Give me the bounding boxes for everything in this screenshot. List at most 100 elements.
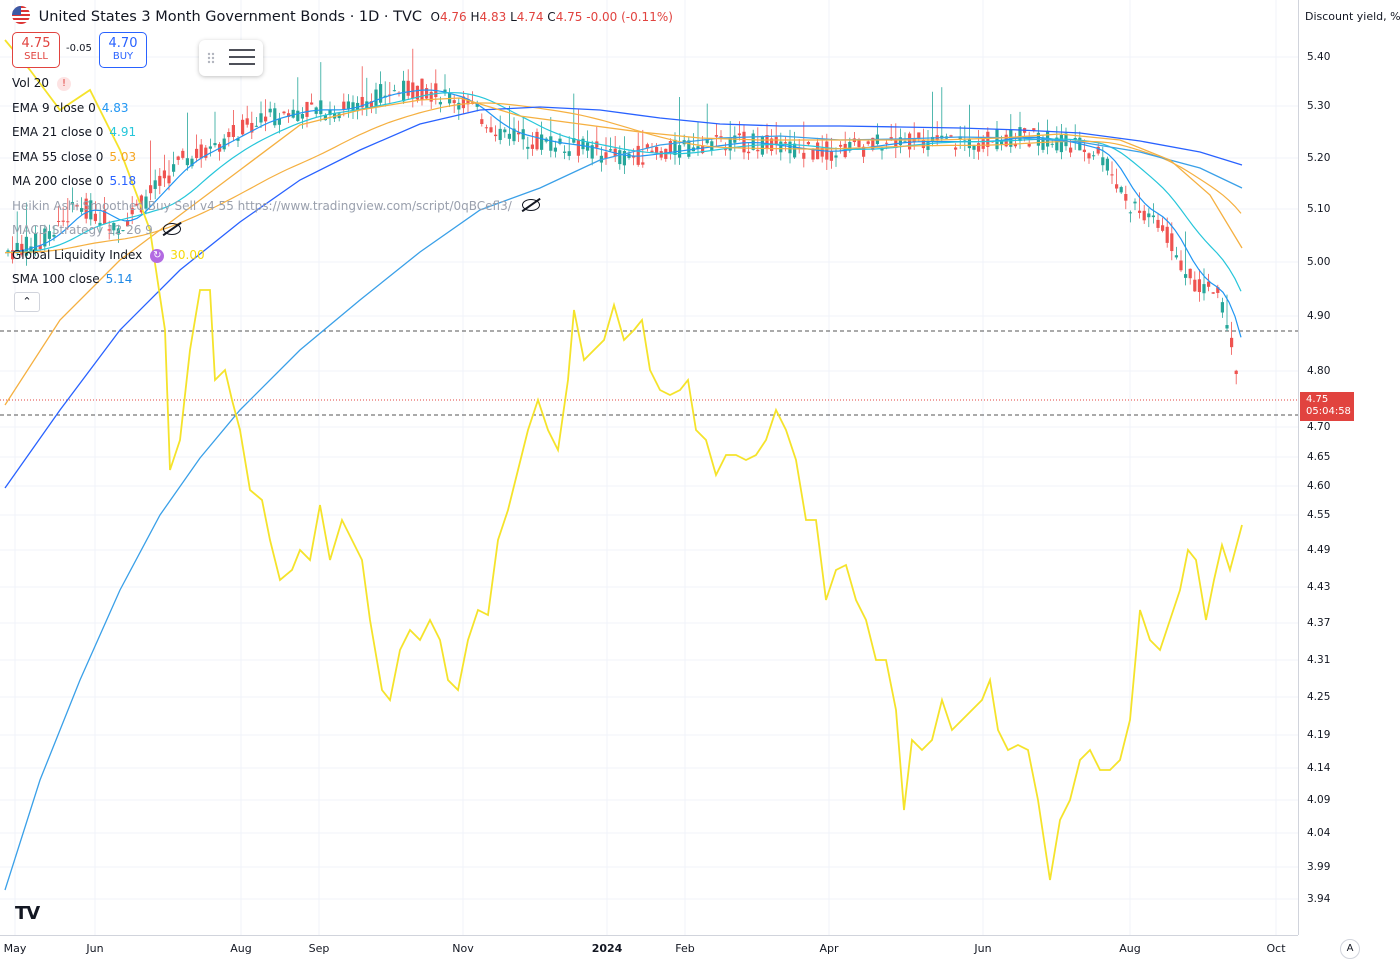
candle-body xyxy=(20,243,24,255)
candle-body xyxy=(328,109,332,115)
time-axis[interactable]: May Jun Aug Sep Nov 2024 Feb Apr Jun Aug Oct xyxy=(0,935,1298,964)
settings-sliders-icon[interactable] xyxy=(199,40,263,76)
indicator-row[interactable]: EMA 9 close 0 4.83 xyxy=(12,97,540,122)
candle-body xyxy=(310,102,314,105)
candle-body xyxy=(788,141,792,154)
indicator-name: EMA 55 close 0 xyxy=(12,149,104,164)
candle-body xyxy=(291,109,295,118)
indicator-row[interactable]: Global Liquidity Index ↻ 30.00 xyxy=(12,244,540,269)
candle-body xyxy=(572,138,576,143)
candle-body xyxy=(236,138,240,141)
buy-button[interactable]: 4.70 BUY xyxy=(99,32,147,68)
indicator-value: 5.14 xyxy=(105,272,133,286)
candle-body xyxy=(751,133,755,150)
candle-body xyxy=(659,151,663,158)
candle-body xyxy=(576,139,580,156)
candle-body xyxy=(89,200,93,220)
indicator-row[interactable]: EMA 21 close 0 4.91 xyxy=(12,121,540,146)
sync-icon[interactable]: ↻ xyxy=(150,248,165,263)
candle-body xyxy=(162,170,166,179)
candle-body xyxy=(1027,143,1031,147)
candle-body xyxy=(1156,219,1160,228)
candle-body xyxy=(1230,337,1234,348)
time-tick: Feb xyxy=(675,942,695,955)
candle-body xyxy=(245,118,249,125)
candle-body xyxy=(820,148,824,157)
sell-button[interactable]: 4.75 SELL xyxy=(12,32,60,68)
candle-body xyxy=(981,139,985,149)
price-tick: 4.14 xyxy=(1307,762,1331,774)
candle-body xyxy=(227,132,231,138)
ohlc-values: O4.76 H4.83 L4.74 C4.75 -0.00 (-0.11%) xyxy=(430,10,673,24)
candle-body xyxy=(80,208,84,212)
candle-body xyxy=(512,128,516,142)
candle-body xyxy=(563,151,567,153)
indicator-value: 4.83 xyxy=(101,100,129,115)
price-tick: 3.94 xyxy=(1307,893,1331,905)
candle-body xyxy=(57,220,61,222)
candle-body xyxy=(116,228,120,235)
high-value: 4.83 xyxy=(479,10,507,24)
candle-body xyxy=(1092,155,1096,157)
time-tick: Nov xyxy=(452,942,474,955)
candle-body xyxy=(641,162,645,165)
candle-body xyxy=(305,101,309,117)
candle-body xyxy=(126,220,130,227)
candle-body xyxy=(526,146,530,149)
candle-body xyxy=(34,233,38,251)
indicator-row[interactable]: Vol 20! xyxy=(12,72,540,97)
tradingview-logo[interactable]: TV xyxy=(15,903,40,924)
candle-body xyxy=(231,125,235,137)
candle-body xyxy=(1142,210,1146,221)
collapse-legend-button[interactable]: ⌃ xyxy=(14,292,40,312)
candle-body xyxy=(1184,274,1188,278)
candle-body xyxy=(379,84,383,103)
eye-off-icon[interactable] xyxy=(521,198,540,211)
price-axis-title[interactable]: Discount yield, % xyxy=(1305,10,1400,23)
symbol-title[interactable]: United States 3 Month Government Bonds ·… xyxy=(38,9,423,25)
time-tick: 2024 xyxy=(591,942,623,955)
indicator-row[interactable]: MACD Strategy 12 26 9 xyxy=(12,219,540,244)
price-axis[interactable]: Discount yield, % 5.40 5.30 5.20 5.10 5.00 4.… xyxy=(1298,0,1400,935)
candle-body xyxy=(70,202,74,205)
indicator-row[interactable]: MA 200 close 0 5.18 xyxy=(12,170,540,195)
indicator-row[interactable]: EMA 55 close 0 5.03 xyxy=(12,146,540,171)
candle-body xyxy=(1165,226,1169,243)
candle-body xyxy=(1101,157,1105,166)
candle-body xyxy=(1110,174,1114,176)
candle-body xyxy=(319,100,323,115)
candle-body xyxy=(466,98,470,105)
indicator-row[interactable]: SMA 100 close 5.14 xyxy=(12,268,540,293)
eye-off-icon[interactable] xyxy=(162,223,181,235)
price-tick: 5.40 xyxy=(1307,51,1331,63)
indicator-value: 4.91 xyxy=(109,125,137,139)
candle-body xyxy=(190,158,194,167)
candle-body xyxy=(277,118,281,125)
candle-body xyxy=(834,155,838,158)
price-tick: 4.60 xyxy=(1307,480,1331,492)
candle-body xyxy=(829,151,833,161)
candle-body xyxy=(954,147,958,150)
candle-body xyxy=(1013,143,1017,147)
candle-body xyxy=(273,108,277,126)
candle-body xyxy=(737,133,741,136)
candle-body xyxy=(204,147,208,158)
candle-body xyxy=(1216,287,1220,293)
price-tick: 4.43 xyxy=(1307,581,1331,593)
candle-body xyxy=(1174,255,1178,258)
candle-body xyxy=(632,155,636,158)
indicator-row[interactable]: Heikin Ashi Smoothed Buy Sell v4 55 http… xyxy=(12,195,540,220)
floating-toolbar[interactable] xyxy=(199,40,263,76)
candle-body xyxy=(650,150,654,153)
candle-body xyxy=(549,136,553,151)
auto-scale-button[interactable]: A xyxy=(1340,939,1360,959)
candle-body xyxy=(687,140,691,157)
candle-body xyxy=(176,156,180,160)
change-value: -0.00 (-0.11%) xyxy=(586,10,673,24)
warning-icon[interactable]: ! xyxy=(57,77,72,91)
candle-body xyxy=(264,116,268,122)
candle-body xyxy=(374,89,378,106)
sell-price: 4.75 xyxy=(21,36,51,51)
candle-body xyxy=(282,111,286,114)
candle-body xyxy=(1151,215,1155,218)
